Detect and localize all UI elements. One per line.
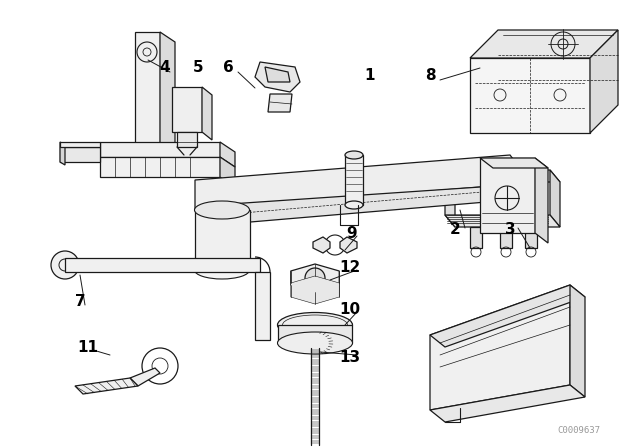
- Text: 6: 6: [223, 60, 234, 76]
- Polygon shape: [135, 32, 160, 162]
- Polygon shape: [445, 215, 560, 227]
- Polygon shape: [291, 264, 339, 292]
- Polygon shape: [480, 158, 535, 233]
- Polygon shape: [202, 87, 212, 140]
- Polygon shape: [430, 285, 570, 410]
- Polygon shape: [525, 227, 537, 248]
- Polygon shape: [220, 142, 235, 167]
- Ellipse shape: [278, 332, 353, 354]
- Polygon shape: [291, 276, 339, 304]
- Text: 7: 7: [75, 294, 85, 310]
- Text: 1: 1: [365, 68, 375, 82]
- Polygon shape: [65, 258, 260, 272]
- Text: 4: 4: [160, 60, 170, 76]
- Polygon shape: [535, 158, 548, 243]
- Polygon shape: [60, 147, 100, 162]
- Text: 10: 10: [339, 302, 360, 318]
- Text: C0009637: C0009637: [557, 426, 600, 435]
- Text: 8: 8: [425, 68, 435, 82]
- Ellipse shape: [278, 313, 353, 337]
- Polygon shape: [60, 142, 65, 165]
- Polygon shape: [590, 30, 618, 133]
- Text: 11: 11: [77, 340, 99, 354]
- Polygon shape: [177, 132, 197, 147]
- Text: 5: 5: [193, 60, 204, 76]
- Polygon shape: [430, 385, 585, 422]
- Polygon shape: [470, 30, 618, 58]
- Polygon shape: [313, 237, 330, 253]
- Polygon shape: [445, 170, 560, 182]
- Polygon shape: [75, 378, 138, 394]
- Polygon shape: [345, 155, 363, 205]
- Text: 12: 12: [339, 260, 360, 276]
- Polygon shape: [255, 272, 270, 340]
- Polygon shape: [195, 155, 520, 210]
- Polygon shape: [220, 157, 235, 187]
- Ellipse shape: [345, 201, 363, 209]
- Ellipse shape: [345, 151, 363, 159]
- Polygon shape: [255, 62, 300, 92]
- Polygon shape: [172, 87, 202, 132]
- Polygon shape: [160, 32, 175, 172]
- Polygon shape: [500, 227, 512, 248]
- Ellipse shape: [195, 201, 250, 219]
- Circle shape: [305, 268, 325, 288]
- Ellipse shape: [195, 261, 250, 279]
- Polygon shape: [340, 237, 357, 253]
- Polygon shape: [60, 142, 100, 147]
- Polygon shape: [445, 170, 455, 227]
- Polygon shape: [100, 142, 220, 157]
- Text: 2: 2: [450, 223, 460, 237]
- Polygon shape: [195, 210, 250, 270]
- Polygon shape: [215, 185, 510, 225]
- Text: 3: 3: [505, 223, 515, 237]
- Polygon shape: [430, 285, 585, 347]
- Polygon shape: [100, 157, 220, 177]
- Polygon shape: [130, 368, 160, 386]
- Polygon shape: [265, 67, 290, 82]
- Polygon shape: [278, 325, 352, 343]
- Polygon shape: [570, 285, 585, 397]
- Polygon shape: [550, 170, 560, 227]
- Text: 13: 13: [339, 350, 360, 366]
- Polygon shape: [268, 94, 292, 112]
- Polygon shape: [480, 158, 548, 168]
- Polygon shape: [470, 227, 482, 248]
- Text: 9: 9: [347, 225, 357, 241]
- Polygon shape: [470, 58, 590, 133]
- Circle shape: [51, 251, 79, 279]
